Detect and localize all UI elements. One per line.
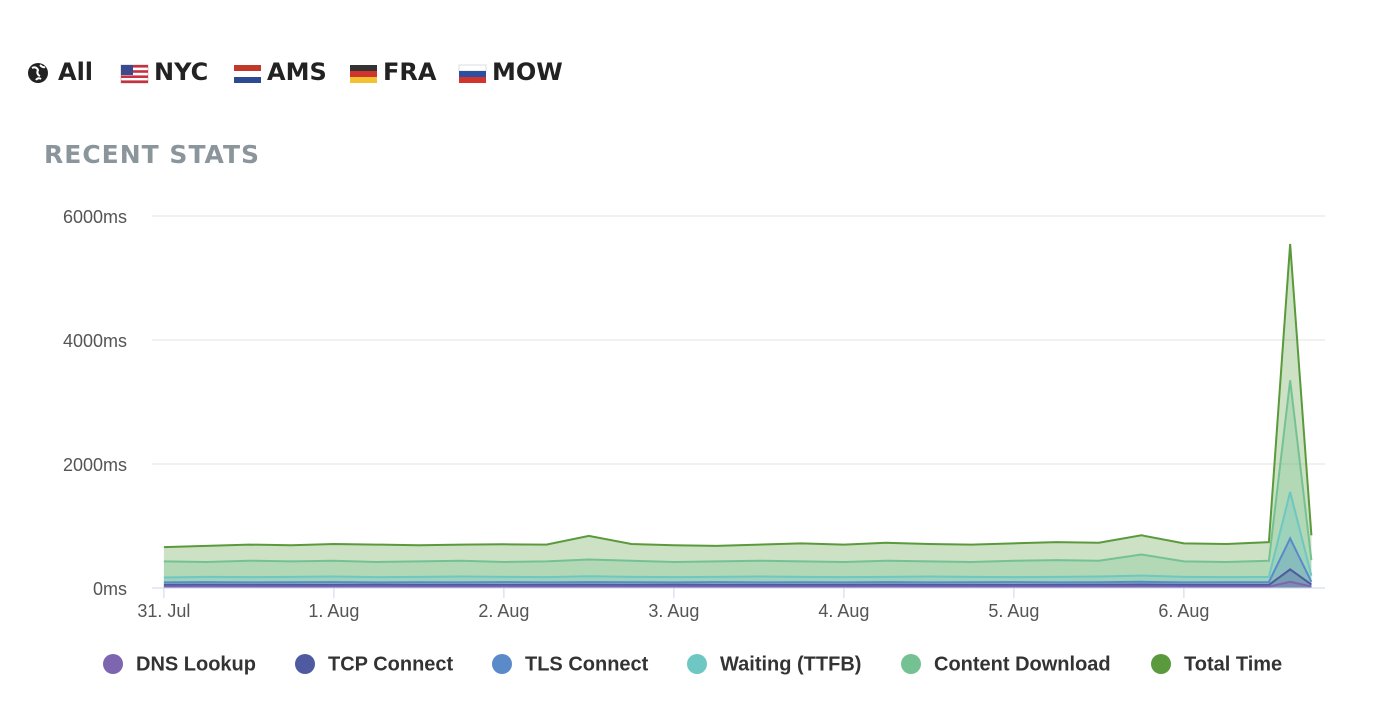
- legend-swatch: [492, 654, 512, 674]
- flag-nl: [234, 65, 261, 83]
- tab-nyc[interactable]: NYC: [120, 58, 208, 86]
- legend-label: Content Download: [934, 653, 1111, 675]
- legend-item[interactable]: Content Download: [901, 653, 1111, 675]
- y-tick-label: 6000ms: [63, 207, 127, 227]
- series-line: [163, 491, 1313, 579]
- series-line: [163, 580, 1312, 588]
- legend-item[interactable]: DNS Lookup: [103, 653, 256, 675]
- area-fill: [163, 491, 1312, 588]
- tab-label: All: [58, 58, 93, 86]
- axes: 0ms 2000ms 4000ms 6000ms 31. Jul 1. Aug 2. Aug…: [63, 207, 1325, 621]
- legend-label: Waiting (TTFB): [720, 653, 861, 675]
- legend-swatch: [295, 654, 315, 674]
- tab-label: MOW: [492, 58, 563, 86]
- x-tick-label: 1. Aug: [308, 601, 359, 621]
- x-tick-label: 5. Aug: [988, 601, 1039, 621]
- x-tick-label: 2. Aug: [478, 601, 529, 621]
- areas: [163, 243, 1313, 588]
- series-line: [163, 243, 1313, 549]
- x-tick-label: 31. Jul: [137, 601, 190, 621]
- area-fill: [163, 380, 1312, 588]
- flag-us: [120, 64, 149, 84]
- legend: DNS Lookup TCP Connect TLS Connect Waiting …: [103, 653, 1282, 675]
- tab-fra[interactable]: FRA: [350, 58, 437, 86]
- legend-swatch: [901, 654, 921, 674]
- tab-mow[interactable]: MOW: [458, 58, 563, 86]
- series-line: [163, 536, 1313, 584]
- series-line: [163, 380, 1313, 563]
- flag-de: [350, 65, 377, 83]
- x-tick-label: 6. Aug: [1158, 601, 1209, 621]
- tab-ams[interactable]: AMS: [234, 58, 327, 86]
- tab-label: FRA: [383, 58, 437, 86]
- section-heading: RECENT STATS: [44, 140, 260, 169]
- legend-swatch: [103, 654, 123, 674]
- tab-label: AMS: [267, 58, 327, 86]
- legend-item[interactable]: Waiting (TTFB): [687, 653, 861, 675]
- globe-lines: [31, 64, 46, 81]
- y-tick-label: 2000ms: [63, 455, 127, 475]
- tab-all[interactable]: All: [28, 58, 93, 86]
- legend-label: TLS Connect: [525, 653, 649, 675]
- legend-item[interactable]: Total Time: [1151, 653, 1282, 675]
- grid: [152, 215, 1325, 589]
- series-line: [163, 568, 1312, 586]
- flag-ru: [458, 64, 487, 83]
- area-fill: [163, 243, 1312, 588]
- legend-label: TCP Connect: [328, 653, 454, 675]
- legend-item[interactable]: TCP Connect: [295, 653, 454, 675]
- tab-label: NYC: [154, 58, 208, 86]
- y-tick-label: 0ms: [93, 579, 127, 599]
- x-tick-label: 3. Aug: [648, 601, 699, 621]
- legend-label: Total Time: [1184, 653, 1282, 675]
- y-tick-label: 4000ms: [63, 331, 127, 351]
- legend-swatch: [687, 654, 707, 674]
- legend-item[interactable]: TLS Connect: [492, 653, 649, 675]
- x-tick-label: 4. Aug: [818, 601, 869, 621]
- legend-label: DNS Lookup: [136, 653, 256, 675]
- legend-swatch: [1151, 654, 1171, 674]
